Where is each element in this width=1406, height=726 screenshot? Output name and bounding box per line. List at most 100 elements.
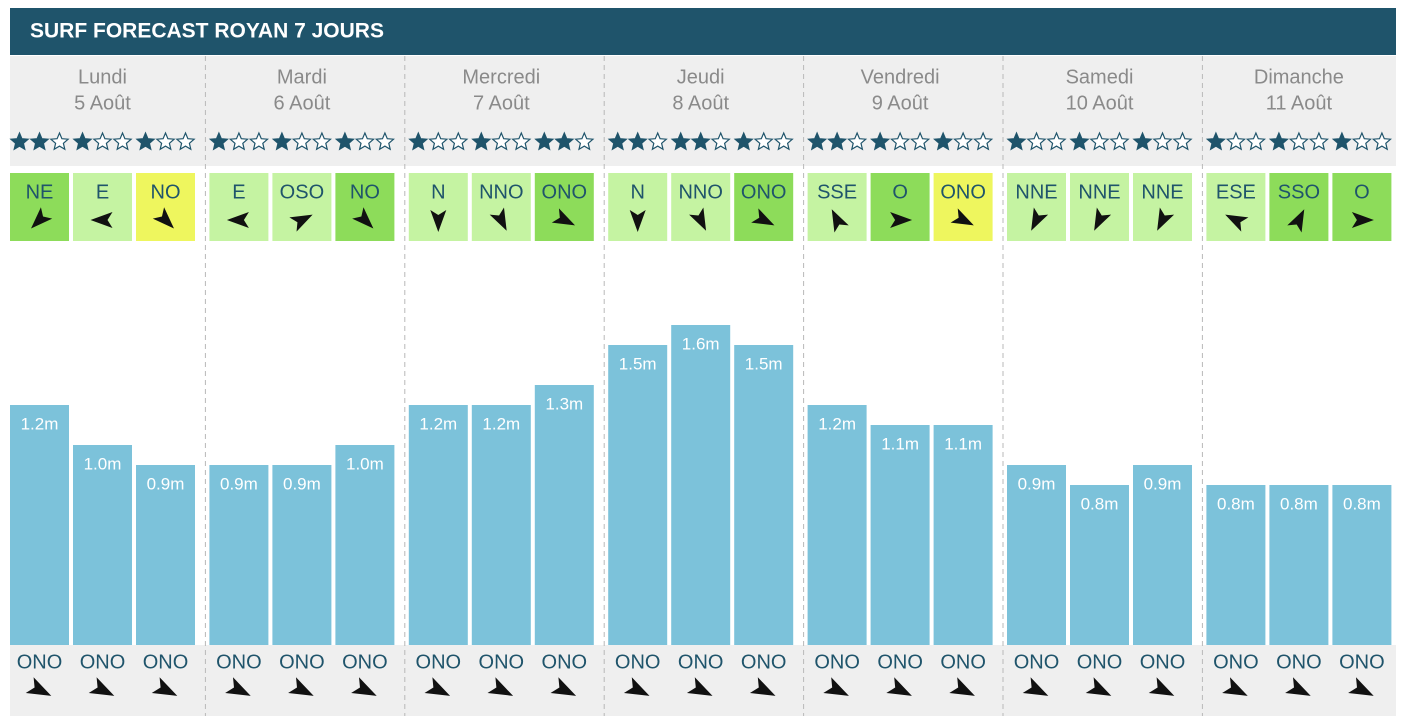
swell-direction: ONO bbox=[1014, 651, 1060, 673]
wind-box bbox=[807, 173, 867, 241]
wave-label: 1.1m bbox=[944, 434, 982, 453]
wave-bar bbox=[408, 405, 468, 645]
wind-direction: E bbox=[96, 181, 109, 203]
star bbox=[1245, 131, 1266, 151]
wind-direction: ONO bbox=[741, 181, 787, 203]
day-name: Samedi bbox=[1066, 66, 1134, 88]
star bbox=[49, 131, 70, 151]
wind-box bbox=[1133, 173, 1192, 241]
day-name: Dimanche bbox=[1254, 66, 1344, 88]
wave-bar bbox=[471, 405, 531, 645]
wind-arrow bbox=[1157, 207, 1175, 231]
wave-label: 1.5m bbox=[745, 354, 783, 373]
rating-stars bbox=[208, 131, 269, 151]
rating-stars bbox=[933, 131, 994, 151]
wind-direction: NNE bbox=[1141, 181, 1183, 203]
star bbox=[155, 131, 176, 151]
swell-direction: ONO bbox=[17, 651, 63, 673]
swell-arrow bbox=[550, 677, 577, 696]
star bbox=[773, 131, 794, 151]
day-date: 6 Août bbox=[274, 92, 331, 114]
star bbox=[1132, 131, 1153, 151]
star bbox=[248, 131, 269, 151]
wind-direction: ONO bbox=[542, 181, 588, 203]
wind-box bbox=[471, 173, 531, 241]
star bbox=[870, 131, 891, 151]
rating-stars bbox=[607, 131, 668, 151]
rating-stars bbox=[733, 131, 794, 151]
swell-direction: ONO bbox=[342, 651, 388, 673]
swell-arrow bbox=[25, 677, 52, 696]
wind-arrow bbox=[31, 207, 53, 229]
wind-arrow bbox=[831, 209, 849, 233]
swell-arrow bbox=[151, 677, 178, 696]
wave-label: 0.9m bbox=[220, 474, 258, 493]
rating-stars bbox=[9, 131, 70, 151]
wind-box bbox=[272, 173, 332, 241]
rating-stars bbox=[1268, 131, 1329, 151]
wave-bar bbox=[1269, 485, 1329, 645]
swell-arrow bbox=[351, 677, 377, 696]
wind-direction: NNE bbox=[1015, 181, 1057, 203]
day-date: 10 Août bbox=[1066, 92, 1134, 114]
star bbox=[1308, 131, 1329, 151]
wind-arrow bbox=[352, 207, 374, 229]
wave-bar bbox=[870, 425, 930, 645]
wind-box bbox=[534, 173, 594, 241]
wind-box bbox=[671, 173, 731, 241]
swell-arrow bbox=[623, 677, 650, 696]
day-name: Jeudi bbox=[677, 66, 725, 88]
star bbox=[29, 131, 50, 151]
wave-label: 1.0m bbox=[346, 454, 384, 473]
star bbox=[1268, 131, 1289, 151]
star bbox=[910, 131, 931, 151]
swell-direction: ONO bbox=[940, 651, 986, 673]
wind-direction: O bbox=[1354, 181, 1370, 203]
swell-direction: ONO bbox=[143, 651, 189, 673]
wave-bar bbox=[209, 465, 269, 645]
wave-label: 1.3m bbox=[545, 394, 583, 413]
star bbox=[973, 131, 994, 151]
rating-stars bbox=[1205, 131, 1266, 151]
wind-arrow bbox=[152, 207, 174, 229]
wind-box bbox=[10, 173, 69, 241]
rating-stars bbox=[870, 131, 931, 151]
rating-stars bbox=[534, 131, 595, 151]
day-name: Vendredi bbox=[861, 66, 940, 88]
star bbox=[208, 131, 229, 151]
wind-arrow bbox=[1351, 212, 1374, 228]
wind-arrow bbox=[629, 210, 646, 232]
swell-direction: ONO bbox=[479, 651, 525, 673]
swell-direction: ONO bbox=[279, 651, 325, 673]
wave-label: 1.0m bbox=[84, 454, 122, 473]
wind-arrow bbox=[226, 212, 249, 228]
star bbox=[228, 131, 249, 151]
star bbox=[753, 131, 774, 151]
day-name: Mardi bbox=[277, 66, 327, 88]
wave-bar bbox=[335, 445, 395, 645]
wave-label: 0.8m bbox=[1280, 494, 1318, 513]
wind-box bbox=[1332, 173, 1392, 241]
wave-label: 0.9m bbox=[1144, 474, 1182, 493]
wave-bar bbox=[136, 465, 195, 645]
star bbox=[291, 131, 312, 151]
wave-label: 1.2m bbox=[818, 414, 856, 433]
star bbox=[690, 131, 711, 151]
star bbox=[471, 131, 492, 151]
wind-arrow bbox=[1287, 209, 1305, 233]
swell-direction: ONO bbox=[80, 651, 126, 673]
star bbox=[534, 131, 555, 151]
rating-stars bbox=[334, 131, 395, 151]
wind-box bbox=[1269, 173, 1329, 241]
rating-stars bbox=[72, 131, 133, 151]
rating-stars bbox=[408, 131, 469, 151]
wind-box bbox=[1070, 173, 1129, 241]
star bbox=[334, 131, 355, 151]
star bbox=[1331, 131, 1352, 151]
wave-bar bbox=[73, 445, 132, 645]
swell-direction: ONO bbox=[1276, 651, 1322, 673]
wave-label: 1.2m bbox=[21, 414, 59, 433]
swell-arrow bbox=[686, 677, 713, 696]
rating-stars bbox=[1006, 131, 1067, 151]
